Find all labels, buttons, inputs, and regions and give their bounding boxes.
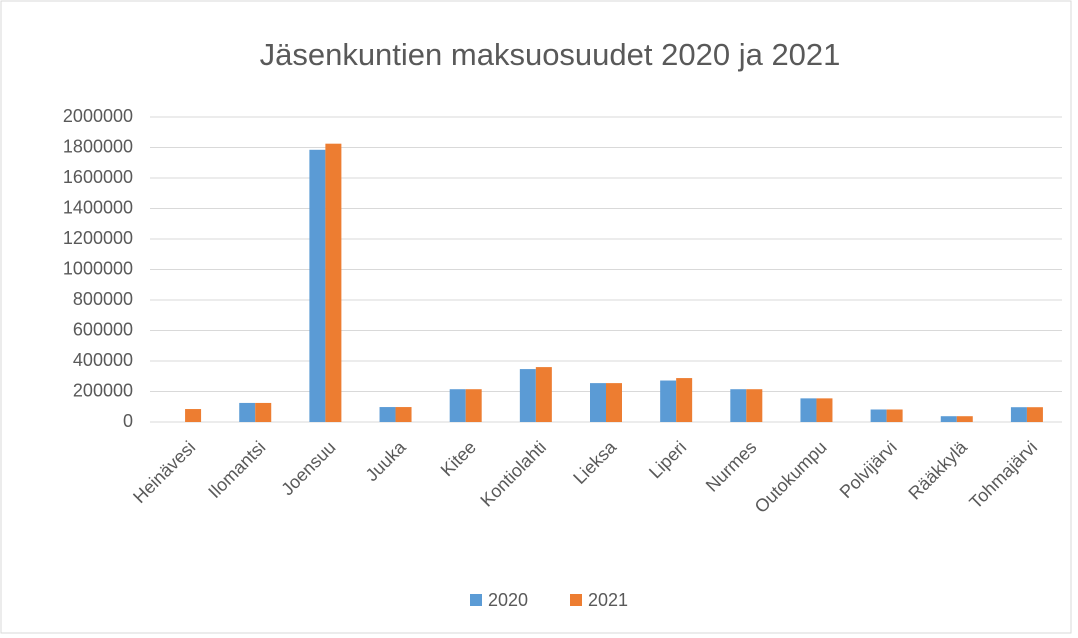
bar	[940, 416, 957, 422]
y-tick-label: 2000000	[63, 106, 133, 126]
legend-swatch	[570, 594, 582, 606]
bar	[590, 383, 606, 422]
bar	[395, 407, 412, 422]
y-tick-label: 200000	[73, 380, 133, 400]
bar	[1026, 407, 1043, 422]
chart-title: Jäsenkuntien maksuosuudet 2020 ja 2021	[260, 37, 841, 72]
bar	[660, 380, 677, 422]
bar	[606, 383, 622, 422]
y-tick-label: 600000	[73, 319, 133, 339]
bar	[239, 402, 256, 422]
bar	[800, 398, 817, 422]
bar	[956, 416, 973, 422]
y-tick-label: 400000	[73, 350, 133, 370]
y-tick-label: 1600000	[63, 167, 133, 187]
bar	[255, 402, 272, 422]
bar	[379, 407, 396, 422]
y-tick-label: 1400000	[63, 197, 133, 217]
bar	[449, 389, 466, 422]
y-tick-label: 1200000	[63, 228, 133, 248]
bar	[519, 369, 536, 422]
bar	[1010, 407, 1027, 422]
legend-label: 2021	[588, 590, 628, 610]
bar	[886, 409, 903, 422]
bar	[325, 143, 342, 422]
bar	[730, 389, 747, 422]
legend-swatch	[470, 594, 482, 606]
bar	[676, 378, 693, 422]
bar	[870, 409, 887, 422]
bar	[465, 389, 482, 422]
bar	[185, 409, 202, 422]
y-tick-label: 800000	[73, 289, 133, 309]
y-tick-label: 1000000	[63, 258, 133, 278]
bar	[746, 389, 763, 422]
y-tick-label: 0	[123, 411, 133, 431]
y-tick-label: 1800000	[63, 136, 133, 156]
legend-label: 2020	[488, 590, 528, 610]
bar	[309, 149, 326, 422]
bar	[816, 398, 833, 422]
bar	[535, 367, 552, 422]
